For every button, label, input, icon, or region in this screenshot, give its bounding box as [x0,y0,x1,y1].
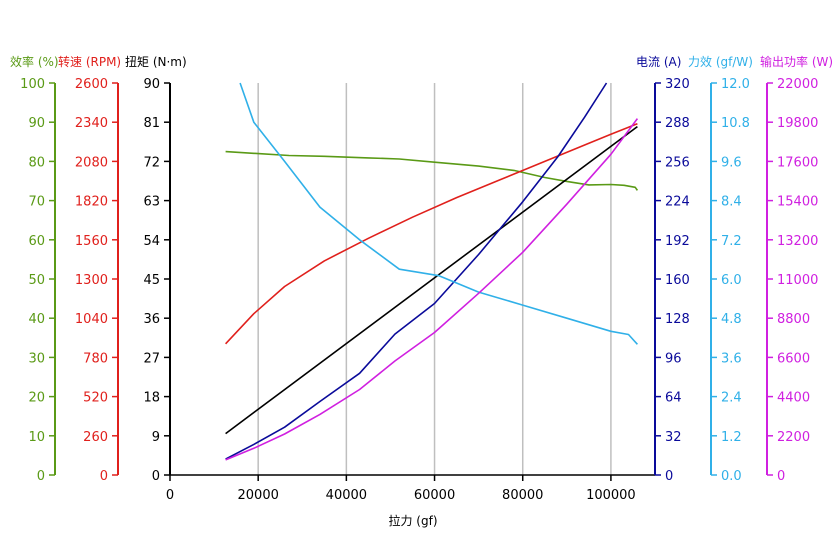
y-tick-label-rpm: 1300 [75,273,108,288]
y-tick-label-power: 11000 [777,273,818,288]
series-line-efficiency [225,150,639,191]
y-tick-label-torque: 27 [143,351,160,366]
y-tick-label-torque: 63 [143,195,160,210]
y-tick-label-torque: 36 [143,312,160,327]
y-tick-label-force_eff: 3.6 [721,351,742,366]
series-line-current [225,82,608,460]
y-tick-label-force_eff: 10.8 [721,116,750,131]
y-tick-label-current: 160 [665,273,690,288]
y-tick-label-power: 22000 [777,77,818,92]
y-tick-label-current: 320 [665,77,690,92]
y-tick-label-power: 13200 [777,234,818,249]
y-tick-label-torque: 54 [143,234,160,249]
y-tick-label-rpm: 2600 [75,77,108,92]
y-tick-label-force_eff: 8.4 [721,195,742,210]
x-tick-label: 60000 [414,488,455,503]
y-tick-label-efficiency: 100 [20,77,45,92]
x-tick-label: 80000 [502,488,543,503]
y-tick-label-current: 32 [665,430,682,445]
grid-lines [257,83,612,475]
y-tick-label-efficiency: 20 [28,391,45,406]
y-tick-label-power: 8800 [777,312,810,327]
x-tick-label: 20000 [238,488,279,503]
y-tick-label-efficiency: 40 [28,312,45,327]
y-tick-label-efficiency: 50 [28,273,45,288]
y-tick-label-current: 0 [665,469,673,484]
y-axis-title-force_eff: 力效 (gf/W) [688,54,753,69]
y-tick-label-power: 6600 [777,351,810,366]
y-tick-label-force_eff: 12.0 [721,77,750,92]
y-tick-label-current: 96 [665,351,682,366]
y-tick-label-torque: 72 [143,155,160,170]
y-tick-label-power: 17600 [777,155,818,170]
y-tick-label-power: 19800 [777,116,818,131]
y-tick-label-force_eff: 6.0 [721,273,742,288]
y-tick-label-torque: 9 [152,430,160,445]
y-tick-label-current: 192 [665,234,690,249]
x-tick-label: 40000 [326,488,367,503]
y-tick-label-rpm: 520 [83,391,108,406]
y-tick-label-torque: 18 [143,391,160,406]
y-tick-label-power: 4400 [777,391,810,406]
series-line-power [225,118,639,461]
y-axis-title-power: 输出功率 (W) [760,54,833,69]
y-tick-label-current: 224 [665,195,690,210]
y-tick-label-force_eff: 2.4 [721,391,742,406]
series-line-force_eff [239,82,638,345]
y-axis-title-current: 电流 (A) [636,55,681,69]
y-tick-label-efficiency: 90 [28,116,45,131]
y-tick-label-rpm: 260 [83,430,108,445]
y-tick-label-torque: 0 [152,469,160,484]
y-tick-label-current: 128 [665,312,690,327]
y-tick-label-force_eff: 9.6 [721,155,742,170]
y-tick-label-torque: 90 [143,77,160,92]
y-tick-label-rpm: 0 [100,469,108,484]
y-tick-label-rpm: 780 [83,351,108,366]
x-tick-label: 0 [166,488,174,503]
y-tick-label-current: 288 [665,116,690,131]
y-tick-label-power: 0 [777,469,785,484]
series-layer [225,82,639,461]
y-tick-label-torque: 45 [143,273,160,288]
y-tick-label-rpm: 1040 [75,312,108,327]
axes-layer: 0 20000 40000 60000 80000 1000000102030405060… [10,54,833,503]
y-tick-label-current: 64 [665,391,682,406]
y-tick-label-force_eff: 1.2 [721,430,742,445]
y-axis-title-efficiency: 效率 (%) [10,54,59,69]
y-tick-label-rpm: 1820 [75,195,108,210]
y-tick-label-efficiency: 10 [28,430,45,445]
y-tick-label-power: 2200 [777,430,810,445]
y-tick-label-force_eff: 4.8 [721,312,742,327]
y-tick-label-efficiency: 0 [37,469,45,484]
y-axis-title-torque: 扭矩 (N·m) [125,55,187,69]
series-line-torque [225,125,638,435]
y-tick-label-efficiency: 60 [28,234,45,249]
y-tick-label-rpm: 2340 [75,116,108,131]
y-tick-label-efficiency: 70 [28,195,45,210]
y-tick-label-current: 256 [665,155,690,170]
y-tick-label-rpm: 2080 [75,155,108,170]
x-tick-label: 100000 [586,488,636,503]
series-line-rpm [225,122,638,345]
y-tick-label-rpm: 1560 [75,234,108,249]
y-tick-label-force_eff: 0.0 [721,469,742,484]
y-tick-label-power: 15400 [777,195,818,210]
y-tick-label-efficiency: 30 [28,351,45,366]
y-tick-label-efficiency: 80 [28,155,45,170]
y-axis-title-rpm: 转速 (RPM) [58,54,121,69]
x-axis-title: 拉力 (gf) [388,513,437,528]
y-tick-label-torque: 81 [143,116,160,131]
y-tick-label-force_eff: 7.2 [721,234,742,249]
